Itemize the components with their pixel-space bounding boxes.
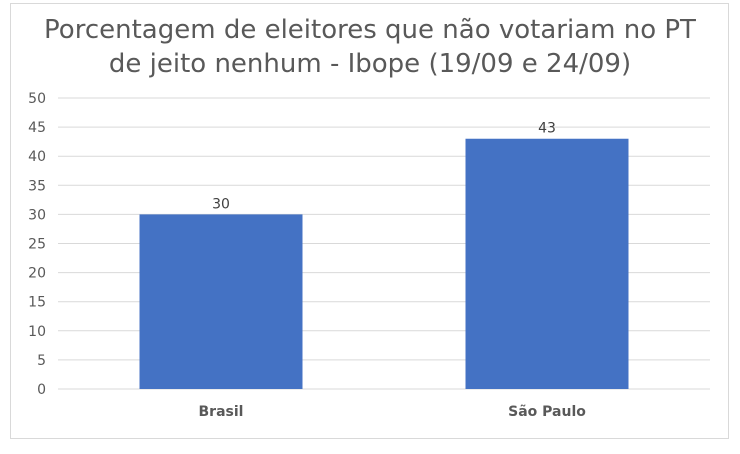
- bar-s-o-paulo: [465, 138, 629, 389]
- x-tick-label-brasil: Brasil: [199, 404, 244, 420]
- y-tick-label-30: 30: [28, 207, 46, 223]
- y-tick-label-45: 45: [28, 120, 46, 136]
- data-label-s-o-paulo: 43: [538, 121, 556, 137]
- bar-brasil: [139, 214, 303, 389]
- y-tick-label-50: 50: [28, 91, 46, 107]
- x-tick-label-s-o-paulo: São Paulo: [508, 404, 586, 420]
- chart-title-line-2: de jeito nenhum - Ibope (19/09 e 24/09): [108, 49, 632, 79]
- y-tick-label-25: 25: [28, 237, 46, 253]
- y-tick-label-0: 0: [37, 382, 46, 398]
- y-tick-label-5: 5: [37, 353, 46, 369]
- y-tick-label-15: 15: [28, 295, 46, 311]
- data-label-brasil: 30: [212, 196, 230, 212]
- y-tick-label-35: 35: [28, 178, 46, 194]
- y-tick-label-20: 20: [28, 266, 46, 282]
- y-tick-label-10: 10: [28, 324, 46, 340]
- y-tick-label-40: 40: [28, 149, 46, 165]
- chart-title-line-1: Porcentagem de eleitores que não votaria…: [44, 15, 696, 45]
- chart-title: Porcentagem de eleitores que não votaria…: [0, 13, 740, 81]
